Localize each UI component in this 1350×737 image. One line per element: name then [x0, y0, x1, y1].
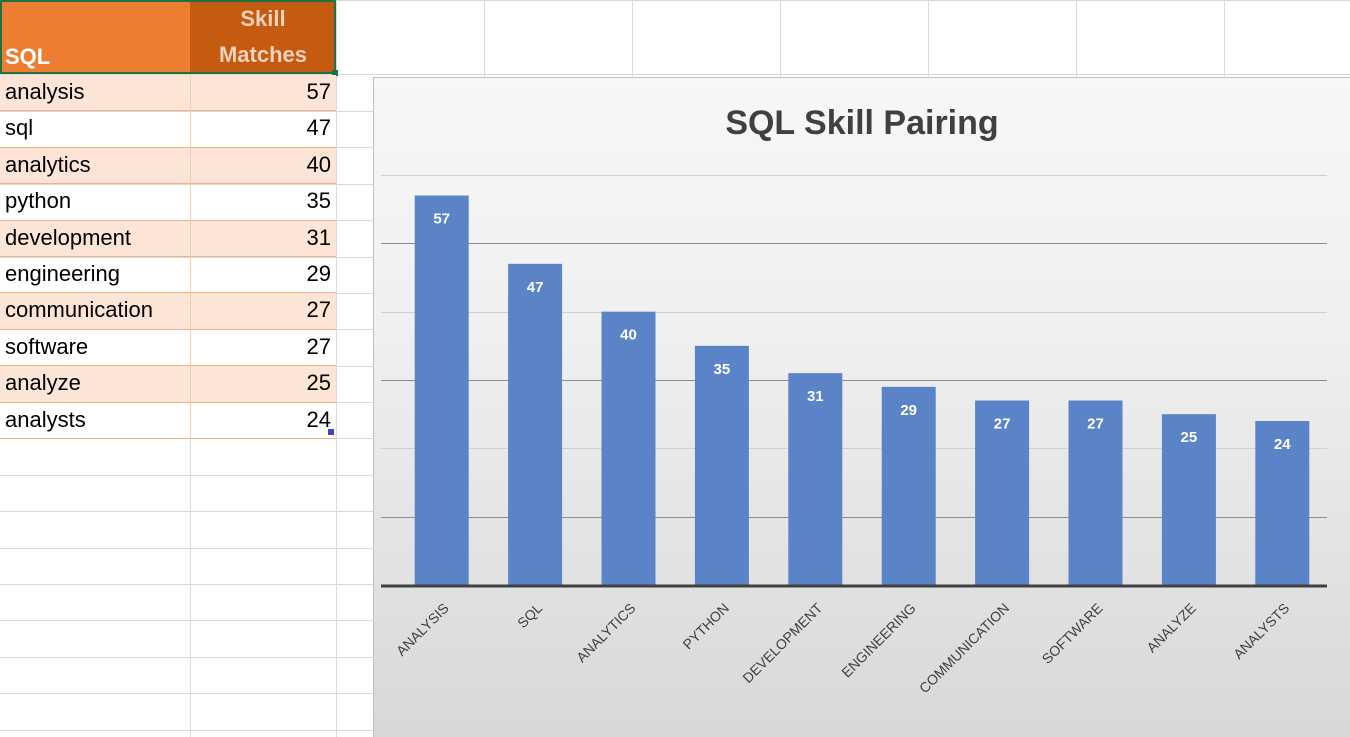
chart-bar — [881, 386, 936, 585]
skill-matches-cell: 25 — [306, 370, 331, 396]
header-skill-label: Skill — [240, 6, 286, 31]
skill-cell: python — [5, 188, 72, 214]
table-row[interactable]: communication 27 — [0, 293, 336, 330]
table-column-separator — [190, 75, 191, 439]
skill-cell: development — [5, 224, 131, 250]
chart-bar — [1068, 400, 1123, 585]
row-border — [0, 219, 336, 221]
chart-bar — [1161, 414, 1216, 585]
header-matches-label: Matches — [218, 42, 308, 67]
chart-title: SQL Skill Pairing — [725, 104, 998, 142]
table-row[interactable]: engineering 29 — [0, 257, 336, 293]
chart-bar — [975, 400, 1030, 585]
chart-category-label: COMMUNICATION — [916, 600, 1012, 696]
header-cell-sql[interactable]: SQL — [0, 0, 190, 74]
selection-fill-handle[interactable] — [332, 70, 338, 76]
chart-bar — [601, 311, 656, 585]
skill-matches-cell: 27 — [306, 333, 331, 359]
row-border — [0, 292, 336, 294]
skill-cell: analysis — [5, 79, 85, 104]
row-border — [0, 365, 336, 367]
row-border — [0, 438, 336, 439]
chart-canvas: SQL Skill Pairing 57 ANALYSIS 47 SQL 40 ANALYT… — [381, 104, 1327, 696]
row-border — [0, 146, 336, 148]
chart-category-label: ANALYTICS — [573, 600, 639, 666]
chart-data-label: 35 — [714, 361, 731, 378]
table-row[interactable]: analysts 24 — [0, 403, 336, 439]
row-border — [0, 401, 336, 403]
row-gridline — [0, 74, 1350, 75]
chart-data-label: 57 — [433, 211, 450, 228]
skill-cell: software — [5, 333, 89, 359]
header-sql-label: SQL — [5, 44, 51, 69]
column-gridline — [336, 0, 337, 737]
skill-cell: communication — [5, 297, 153, 323]
chart-data-label: 31 — [807, 388, 824, 405]
chart-data-label: 24 — [1274, 436, 1291, 453]
chart-category-label: PYTHON — [679, 600, 732, 653]
chart-data-label: 27 — [1087, 416, 1104, 433]
chart-bar — [788, 373, 843, 585]
chart-data-label: 25 — [1181, 429, 1198, 446]
skill-matches-cell: 40 — [306, 151, 331, 177]
chart-category-label: SOFTWARE — [1039, 600, 1106, 667]
chart-category-label: ANALYSIS — [393, 600, 452, 659]
chart-category-label: DEVELOPMENT — [739, 599, 825, 685]
skill-cell: engineering — [5, 261, 120, 286]
table-row[interactable]: sql 47 — [0, 111, 336, 147]
chart-bar — [508, 263, 563, 585]
skill-matches-cell: 24 — [306, 406, 331, 432]
chart-category-label: ANALYSTS — [1230, 600, 1292, 662]
row-border — [0, 183, 336, 185]
chart-data-label: 29 — [900, 402, 917, 419]
row-border — [0, 328, 336, 330]
row-border — [0, 110, 336, 112]
chart-bar — [1255, 421, 1310, 585]
row-border — [0, 256, 336, 257]
header-cell-skill-matches[interactable]: Skill Matches — [190, 0, 336, 74]
chart-category-label: ENGINEERING — [838, 600, 919, 681]
chart-bar — [694, 345, 749, 585]
row-gridline — [0, 0, 1350, 1]
table-row[interactable]: software 27 — [0, 330, 336, 366]
table-row[interactable]: analysis 57 — [0, 75, 336, 111]
chart-data-label: 40 — [620, 327, 637, 344]
chart-bar — [414, 195, 469, 585]
skill-matches-cell: 29 — [306, 261, 331, 286]
skill-matches-cell: 47 — [306, 115, 331, 141]
table-row[interactable]: development 31 — [0, 220, 336, 257]
skill-matches-cell: 31 — [306, 224, 331, 250]
skill-cell: sql — [5, 115, 34, 141]
skill-matches-cell: 57 — [306, 79, 331, 104]
skill-cell: analyze — [5, 370, 81, 396]
skill-matches-cell: 35 — [306, 188, 331, 214]
skill-cell: analysts — [5, 406, 86, 432]
table-row[interactable]: python 35 — [0, 184, 336, 220]
chart-data-label: 27 — [994, 416, 1011, 433]
chart-data-label: 47 — [527, 279, 544, 296]
skill-matches-cell: 27 — [306, 297, 331, 323]
table-row[interactable]: analyze 25 — [0, 366, 336, 403]
skill-cell: analytics — [5, 151, 91, 177]
chart-category-label: ANALYZE — [1143, 600, 1199, 656]
bar-chart[interactable]: SQL Skill Pairing 57 ANALYSIS 47 SQL 40 ANALYT… — [373, 77, 1350, 737]
chart-category-label: SQL — [514, 600, 545, 631]
table-resize-handle[interactable] — [328, 429, 334, 435]
table-row[interactable]: analytics 40 — [0, 147, 336, 184]
